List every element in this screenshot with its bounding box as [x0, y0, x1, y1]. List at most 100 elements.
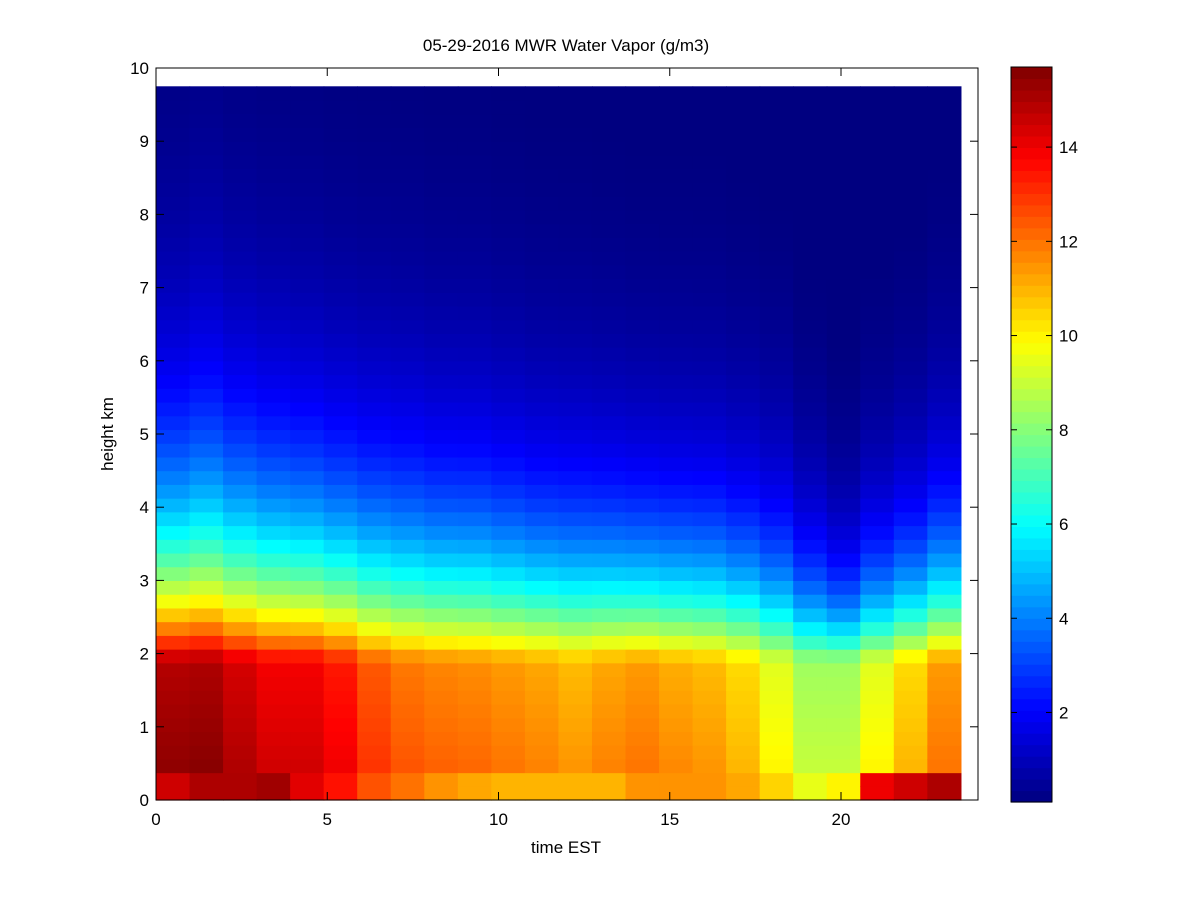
heatmap-cell	[156, 113, 191, 129]
heatmap-cell	[524, 580, 560, 595]
heatmap-cell	[659, 594, 694, 609]
heatmap-cell	[223, 594, 258, 609]
heatmap-cell	[659, 333, 694, 348]
heatmap-cell	[759, 237, 794, 252]
heatmap-cell	[491, 484, 526, 499]
heatmap-cell	[457, 415, 492, 431]
heatmap-cell	[826, 772, 861, 787]
heatmap-cell	[323, 333, 358, 348]
heatmap-cell	[759, 635, 794, 650]
heatmap-cell	[189, 552, 224, 568]
heatmap-cell	[793, 731, 828, 746]
colorbar-segment	[1011, 377, 1052, 390]
heatmap-cell	[223, 292, 258, 307]
heatmap-cell	[759, 580, 794, 595]
heatmap-cell	[524, 374, 560, 389]
heatmap-cell	[659, 703, 694, 719]
heatmap-cell	[927, 566, 962, 581]
heatmap-cell	[826, 388, 861, 403]
heatmap-cell	[558, 319, 593, 334]
heatmap-cell	[659, 745, 694, 760]
heatmap-cell	[893, 196, 928, 211]
heatmap-cell	[591, 772, 627, 787]
heatmap-cell	[659, 347, 694, 362]
heatmap-cell	[692, 182, 727, 197]
heatmap-cell	[290, 511, 325, 527]
heatmap-cells	[156, 86, 962, 801]
heatmap-cell	[256, 580, 291, 595]
heatmap-cell	[893, 292, 928, 307]
x-axis-label: time EST	[531, 838, 601, 857]
heatmap-cell	[290, 607, 325, 623]
heatmap-cell	[323, 223, 358, 238]
heatmap-cell	[826, 552, 861, 568]
heatmap-cell	[491, 278, 526, 293]
heatmap-cell	[625, 251, 660, 266]
heatmap-cell	[591, 168, 627, 183]
heatmap-cell	[692, 456, 727, 472]
heatmap-cell	[290, 319, 325, 334]
heatmap-cell	[156, 333, 191, 348]
heatmap-cell	[390, 690, 425, 705]
heatmap-cell	[692, 319, 727, 334]
colorbar-segment	[1011, 480, 1052, 493]
heatmap-cell	[491, 292, 526, 307]
heatmap-cell	[927, 662, 962, 678]
heatmap-cell	[659, 388, 694, 403]
heatmap-cell	[189, 154, 224, 170]
heatmap-cell	[424, 401, 459, 417]
heatmap-cell	[491, 305, 526, 321]
heatmap-cell	[893, 223, 928, 238]
colorbar-segment	[1011, 170, 1052, 183]
heatmap-cell	[223, 456, 258, 472]
heatmap-cell	[927, 772, 962, 787]
heatmap-cell	[893, 566, 928, 581]
heatmap-cell	[189, 786, 224, 801]
heatmap-cell	[256, 456, 291, 472]
heatmap-cell	[323, 141, 358, 156]
heatmap-cell	[457, 525, 492, 540]
heatmap-cell	[860, 525, 895, 540]
heatmap-cell	[156, 86, 191, 101]
heatmap-cell	[357, 690, 392, 705]
heatmap-cell	[692, 649, 727, 664]
heatmap-cell	[692, 745, 727, 760]
heatmap-cell	[860, 251, 895, 266]
heatmap-cell	[256, 690, 291, 705]
heatmap-cell	[189, 690, 224, 705]
heatmap-cell	[893, 401, 928, 417]
heatmap-cell	[491, 223, 526, 238]
colorbar-segment	[1011, 733, 1052, 746]
heatmap-cell	[793, 333, 828, 348]
heatmap-cell	[893, 511, 928, 527]
heatmap-cell	[558, 786, 593, 801]
heatmap-cell	[726, 662, 761, 678]
heatmap-cell	[156, 470, 191, 485]
heatmap-cell	[223, 209, 258, 225]
heatmap-cell	[256, 196, 291, 211]
heatmap-cell	[558, 127, 593, 142]
heatmap-cell	[323, 662, 358, 678]
heatmap-cell	[860, 86, 895, 101]
colorbar-segment	[1011, 526, 1052, 539]
heatmap-cell	[189, 305, 224, 321]
heatmap-cell	[759, 511, 794, 527]
heatmap-cell	[357, 401, 392, 417]
heatmap-cell	[591, 566, 627, 581]
colorbar-segment	[1011, 503, 1052, 516]
heatmap-cell	[692, 415, 727, 431]
heatmap-cell	[659, 182, 694, 197]
heatmap-cell	[424, 676, 459, 691]
heatmap-cell	[860, 498, 895, 513]
heatmap-cell	[793, 649, 828, 664]
heatmap-cell	[759, 552, 794, 568]
heatmap-cell	[625, 511, 660, 527]
heatmap-cell	[256, 154, 291, 170]
heatmap-cell	[759, 731, 794, 746]
colorbar-segment	[1011, 652, 1052, 665]
heatmap-cell	[256, 745, 291, 760]
heatmap-cell	[625, 347, 660, 362]
heatmap-cell	[591, 539, 627, 554]
heatmap-cell	[457, 347, 492, 362]
heatmap-cell	[424, 196, 459, 211]
